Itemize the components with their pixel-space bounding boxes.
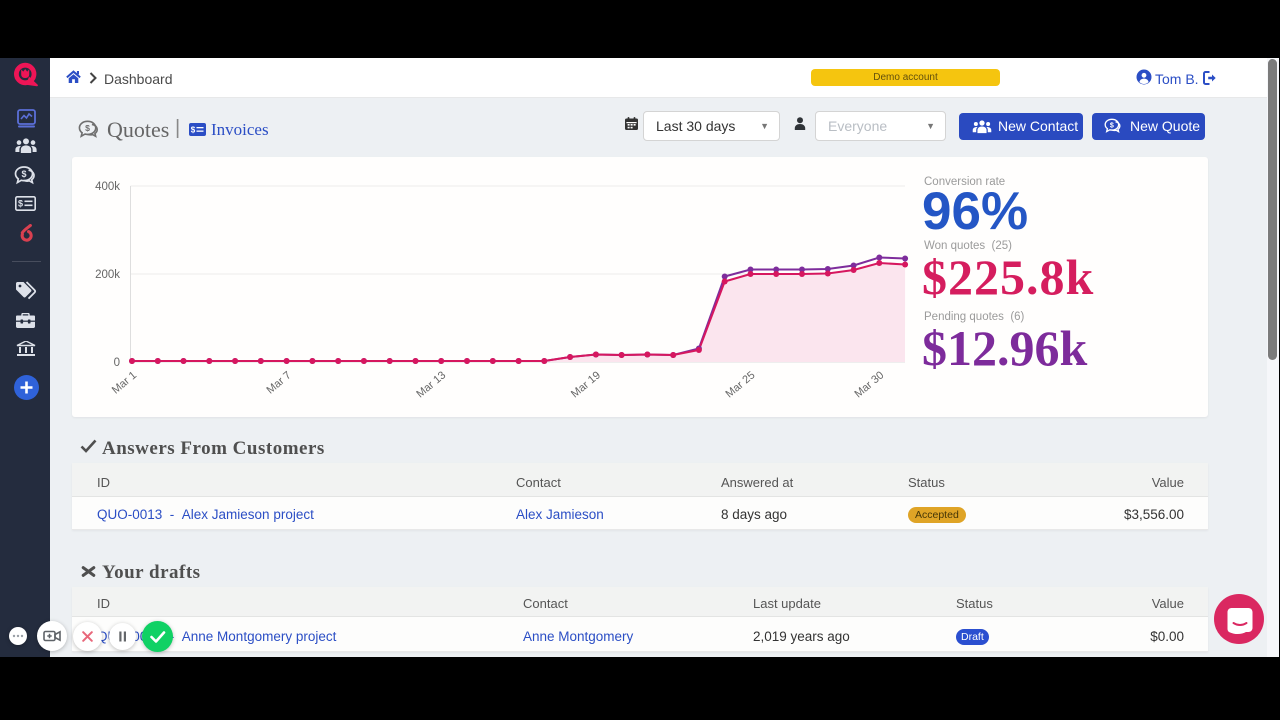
svg-text:$: $: [1110, 121, 1114, 129]
svg-text:Mar 19: Mar 19: [569, 369, 603, 400]
svg-text:Mar 1: Mar 1: [110, 369, 139, 396]
svg-text:Mar 13: Mar 13: [414, 369, 448, 400]
svg-text:$: $: [21, 169, 26, 179]
svg-text:200k: 200k: [95, 269, 120, 281]
svg-text:400k: 400k: [95, 181, 120, 193]
svg-text:Mar 7: Mar 7: [264, 369, 293, 396]
svg-text:$: $: [18, 199, 23, 209]
svg-text:0: 0: [114, 357, 120, 369]
svg-text:Mar 25: Mar 25: [724, 369, 758, 400]
svg-text:$: $: [191, 126, 196, 135]
svg-text:Mar 30: Mar 30: [852, 369, 886, 400]
svg-text:$: $: [85, 123, 90, 133]
